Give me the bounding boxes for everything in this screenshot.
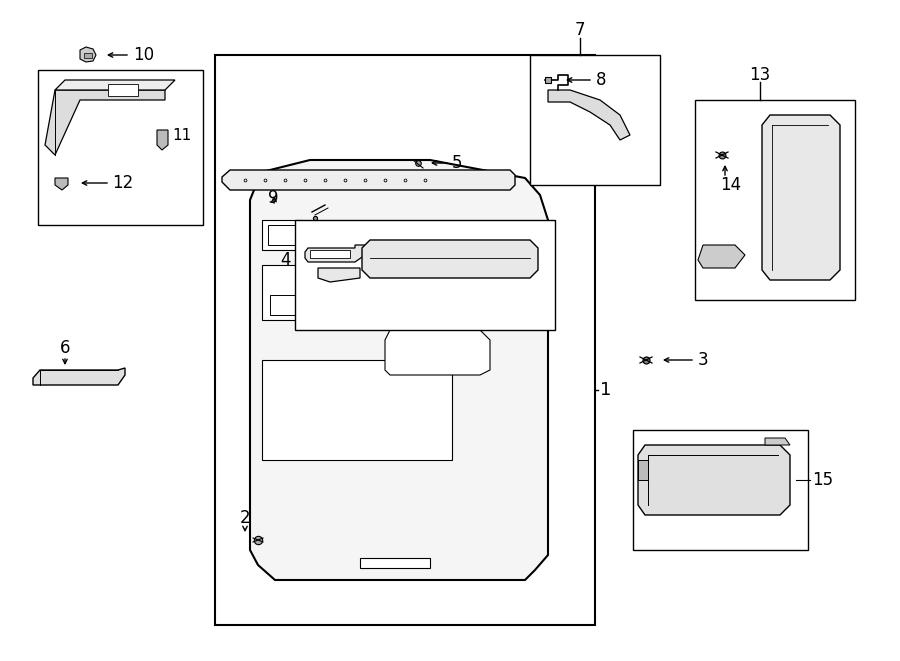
Text: 7: 7 <box>575 21 585 39</box>
Polygon shape <box>157 130 168 150</box>
Polygon shape <box>638 445 790 515</box>
Bar <box>310 250 350 258</box>
Text: 1: 1 <box>600 381 611 399</box>
Polygon shape <box>638 460 648 480</box>
Polygon shape <box>385 330 490 375</box>
Polygon shape <box>762 115 840 280</box>
Polygon shape <box>33 368 125 385</box>
Polygon shape <box>765 438 790 445</box>
Text: 3: 3 <box>698 351 708 369</box>
Polygon shape <box>55 80 175 90</box>
Polygon shape <box>548 90 630 140</box>
Text: 11: 11 <box>172 128 191 143</box>
Text: 2: 2 <box>239 509 250 527</box>
Bar <box>695 100 855 300</box>
Bar <box>360 558 430 568</box>
Text: 15: 15 <box>812 471 833 489</box>
Polygon shape <box>318 268 360 282</box>
Text: 9: 9 <box>268 189 278 207</box>
Bar <box>108 84 138 96</box>
Bar <box>295 220 555 330</box>
Text: 5: 5 <box>452 154 463 172</box>
Bar <box>262 360 452 460</box>
Text: 13: 13 <box>750 66 770 84</box>
Bar <box>262 265 522 320</box>
Bar <box>633 430 808 550</box>
Text: 14: 14 <box>720 176 741 194</box>
Text: 4: 4 <box>280 251 291 269</box>
Polygon shape <box>55 178 68 190</box>
Polygon shape <box>222 170 515 190</box>
Bar <box>215 55 595 625</box>
Bar <box>84 53 92 58</box>
Polygon shape <box>698 245 745 268</box>
Polygon shape <box>305 245 365 262</box>
Bar <box>38 70 203 225</box>
Text: 8: 8 <box>596 71 607 89</box>
Text: 6: 6 <box>59 339 70 357</box>
Polygon shape <box>250 160 548 580</box>
Text: 12: 12 <box>112 174 133 192</box>
Text: 10: 10 <box>133 46 154 64</box>
Polygon shape <box>80 47 96 62</box>
Polygon shape <box>362 240 538 278</box>
Bar <box>262 220 302 250</box>
Polygon shape <box>45 90 165 155</box>
Bar <box>530 55 660 185</box>
Bar <box>270 295 350 315</box>
Bar <box>268 225 296 245</box>
